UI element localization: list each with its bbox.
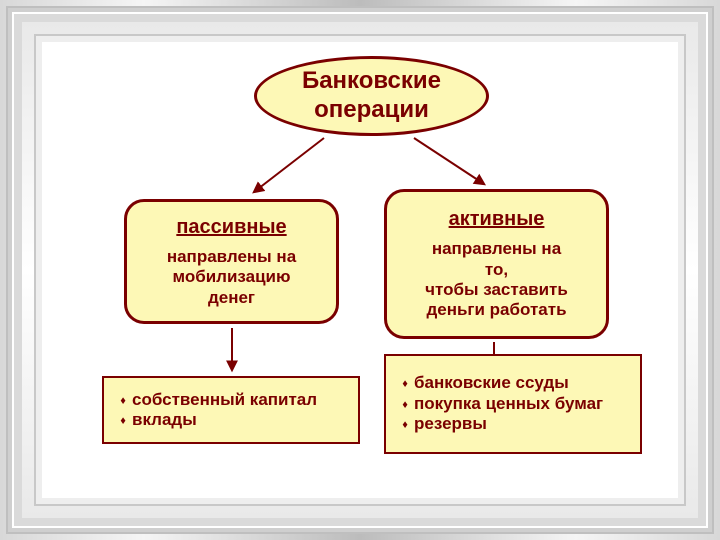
active-body-1: направлены на [432,239,561,259]
list-item-label: банковские ссуды [414,373,626,393]
list-item: ⬩банковские ссуды [400,373,626,393]
inner-frame: Банковские операции пассивные направлены… [34,34,686,506]
active-body-3: чтобы заставить [425,280,568,300]
root-label-line2: операции [314,96,429,125]
passive-node: пассивные направлены на мобилизацию дене… [124,199,339,324]
root-node: Банковские операции [254,56,489,136]
active-body-2: то, [485,260,508,280]
passive-body-1: направлены на [167,247,296,267]
active-list-node: ⬩банковские ссуды⬩покупка ценных бумаг⬩р… [384,354,642,454]
decorative-frame: Банковские операции пассивные направлены… [0,0,720,540]
bullet-icon: ⬩ [118,406,128,434]
list-item-label: собственный капитал [132,390,344,410]
passive-bullet-list: ⬩собственный капитал⬩вклады [104,384,358,437]
list-item: ⬩собственный капитал [118,390,344,410]
list-item: ⬩вклады [118,410,344,430]
list-item-label: вклады [132,410,344,430]
active-body-4: деньги работать [426,300,566,320]
active-bullet-list: ⬩банковские ссуды⬩покупка ценных бумаг⬩р… [386,367,640,440]
passive-body-2: мобилизацию [172,267,290,287]
list-item: ⬩покупка ценных бумаг [400,394,626,414]
passive-body-3: денег [208,288,255,308]
list-item: ⬩резервы [400,414,626,434]
active-title: активные [449,207,545,231]
passive-list-node: ⬩собственный капитал⬩вклады [102,376,360,444]
list-item-label: покупка ценных бумаг [414,394,626,414]
passive-title: пассивные [176,215,286,239]
edge-arrow [414,138,484,184]
root-label-line1: Банковские [302,67,441,96]
edge-arrow [254,138,324,192]
active-node: активные направлены на то, чтобы застави… [384,189,609,339]
bullet-icon: ⬩ [400,410,410,438]
list-item-label: резервы [414,414,626,434]
diagram-canvas: Банковские операции пассивные направлены… [44,44,676,496]
